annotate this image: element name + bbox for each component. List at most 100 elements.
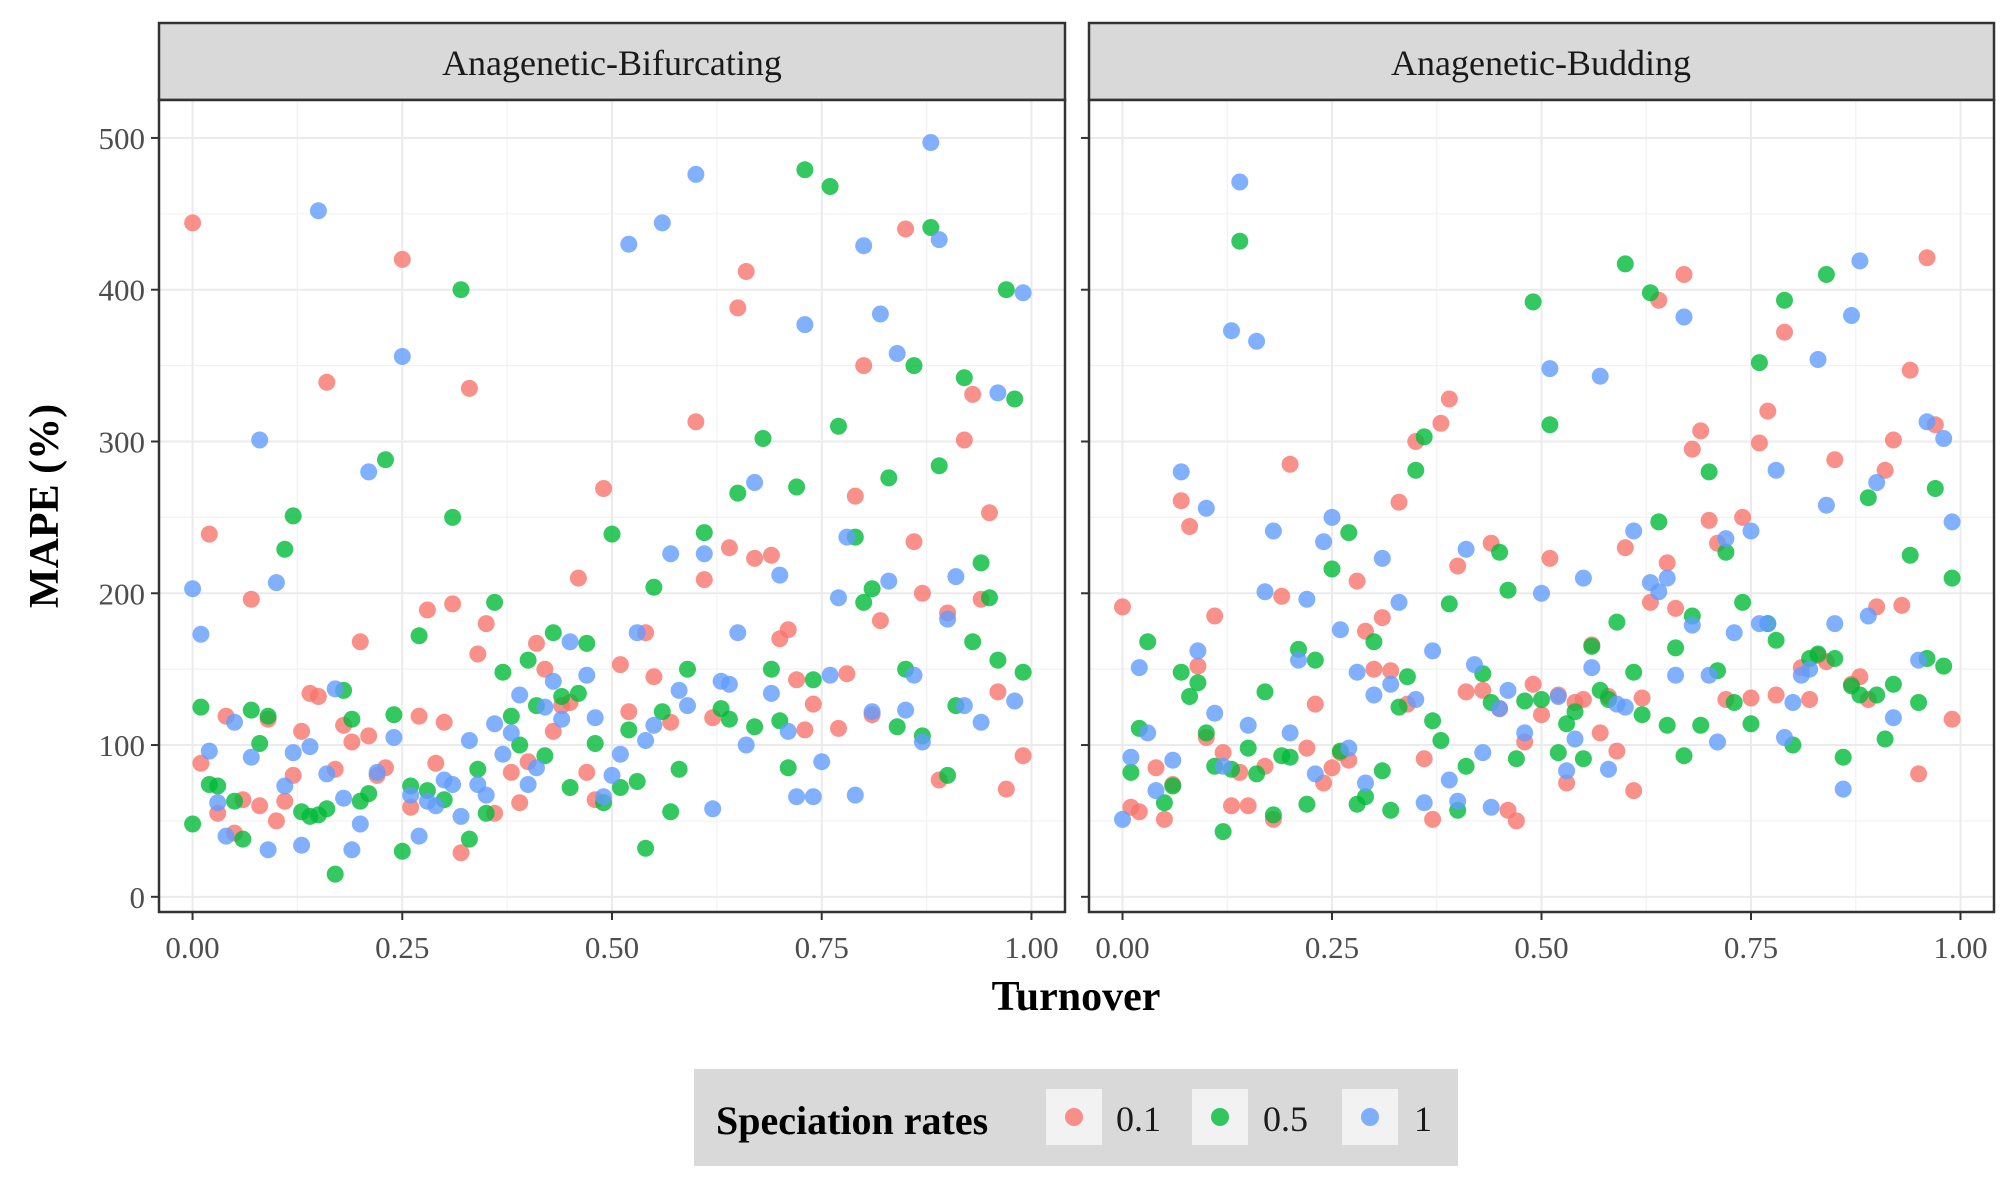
data-point-rate-1 [301, 738, 319, 756]
data-point-rate-0-5 [242, 701, 260, 719]
data-point-rate-0-1 [788, 671, 806, 689]
data-point-rate-0-1 [444, 595, 462, 613]
data-point-rate-1 [1600, 760, 1617, 778]
data-point-rate-0-1 [1910, 765, 1928, 783]
data-point-rate-0-5 [1834, 748, 1852, 766]
data-point-rate-0-1 [687, 413, 705, 431]
data-point-rate-0-1 [989, 683, 1007, 701]
data-point-rate-0-5 [905, 357, 923, 375]
data-point-rate-0-5 [1415, 428, 1433, 446]
data-point-rate-1 [1239, 716, 1257, 734]
data-point-rate-1 [662, 545, 680, 563]
data-point-rate-1 [905, 666, 923, 684]
data-point-rate-0-5 [578, 634, 596, 652]
y-tick-label: 300 [99, 424, 146, 459]
data-point-rate-0-1 [1449, 557, 1467, 575]
data-point-rate-1 [1725, 624, 1743, 642]
x-tick-label: 0.00 [1095, 930, 1149, 965]
data-point-rate-0-1 [1533, 706, 1550, 724]
data-point-rate-1 [1306, 765, 1324, 783]
data-point-rate-0-5 [1943, 569, 1961, 587]
data-point-rate-1 [611, 745, 629, 763]
data-point-rate-0-1 [251, 797, 269, 815]
data-point-rate-0-1 [1683, 440, 1701, 458]
data-point-rate-0-5 [922, 219, 940, 236]
legend-label-0-1: 0.1 [1116, 1099, 1161, 1139]
data-point-rate-0-5 [821, 178, 839, 195]
data-point-rate-1 [1658, 569, 1676, 587]
data-point-rate-0-5 [1809, 645, 1827, 663]
data-point-rate-0-5 [1516, 692, 1534, 710]
data-point-rate-0-5 [494, 663, 512, 681]
data-point-rate-1 [595, 788, 613, 806]
data-point-rate-0-1 [578, 763, 596, 781]
data-point-rate-1 [1139, 724, 1157, 742]
x-tick-label: 0.75 [795, 930, 849, 965]
data-point-rate-0-5 [1432, 732, 1450, 749]
data-point-rate-1 [1851, 252, 1869, 270]
data-point-rate-1 [309, 202, 327, 220]
data-point-rate-0-1 [620, 703, 638, 721]
data-point-rate-1 [1574, 569, 1592, 587]
data-point-rate-1 [1130, 659, 1148, 677]
data-point-rate-0-1 [477, 615, 495, 633]
legend-label-1: 1 [1414, 1099, 1432, 1139]
data-point-rate-1 [1440, 771, 1458, 789]
data-point-rate-0-5 [469, 760, 487, 778]
data-point-rate-0-5 [1231, 232, 1249, 250]
data-point-rate-0-1 [1658, 554, 1676, 572]
data-point-rate-0-1 [469, 645, 487, 663]
data-point-rate-0-1 [1130, 803, 1148, 821]
data-point-rate-0-1 [762, 546, 780, 564]
data-point-rate-0-1 [528, 634, 545, 652]
data-point-rate-0-1 [1457, 683, 1475, 701]
data-point-rate-1 [1675, 308, 1693, 326]
y-tick-label: 200 [99, 576, 146, 611]
data-point-rate-0-1 [460, 379, 478, 397]
data-point-rate-1 [544, 672, 562, 690]
data-point-rate-1 [519, 776, 537, 793]
data-point-rate-1 [1466, 656, 1483, 674]
data-point-rate-0-1 [1382, 662, 1400, 680]
data-point-rate-0-1 [897, 220, 915, 238]
data-point-rate-0-5 [1583, 637, 1601, 655]
data-point-rate-1 [620, 235, 638, 253]
data-point-rate-1 [1231, 173, 1249, 191]
panel-2-ticks: 0.00 0.25 0.50 0.75 1.00 [1081, 136, 1988, 965]
data-point-rate-1 [1717, 530, 1735, 548]
data-point-rate-0-5 [502, 707, 520, 725]
data-point-rate-0-5 [939, 766, 957, 784]
data-point-rate-1 [1256, 583, 1274, 601]
data-point-rate-1 [863, 703, 881, 721]
data-point-rate-1 [276, 777, 294, 795]
data-point-rate-0-5 [511, 736, 529, 754]
data-point-rate-1 [1566, 730, 1584, 748]
legend-marker-0-5 [1211, 1108, 1229, 1126]
y-tick-label: 0 [130, 880, 146, 915]
data-point-rate-0-5 [1926, 480, 1944, 497]
panel-1-title: Anagenetic-Bifurcating [442, 43, 782, 83]
data-point-rate-0-1 [804, 695, 822, 713]
data-point-rate-1 [200, 742, 218, 760]
data-point-rate-0-5 [259, 707, 277, 725]
data-point-rate-0-1 [1574, 691, 1592, 708]
data-point-rate-0-5 [1901, 546, 1919, 564]
data-point-rate-1 [1499, 681, 1517, 699]
data-point-rate-0-1 [871, 612, 889, 630]
data-point-rate-0-1 [737, 263, 755, 280]
data-point-rate-0-5 [1239, 739, 1257, 757]
data-point-rate-0-5 [226, 792, 243, 810]
data-point-rate-1 [679, 697, 696, 715]
data-point-rate-1 [259, 841, 277, 859]
legend-entry-0-1: 0.1 [1046, 1089, 1161, 1145]
data-point-rate-1 [360, 463, 378, 481]
data-point-rate-1 [1742, 522, 1760, 540]
data-point-rate-1 [1006, 692, 1024, 710]
data-point-rate-1 [1014, 284, 1032, 302]
data-point-rate-0-1 [1181, 518, 1199, 535]
data-point-rate-0-1 [1507, 812, 1525, 830]
data-point-rate-0-1 [1667, 599, 1685, 617]
data-point-rate-1 [855, 237, 873, 255]
data-point-rate-1 [1331, 621, 1349, 639]
data-point-rate-0-5 [762, 660, 780, 678]
